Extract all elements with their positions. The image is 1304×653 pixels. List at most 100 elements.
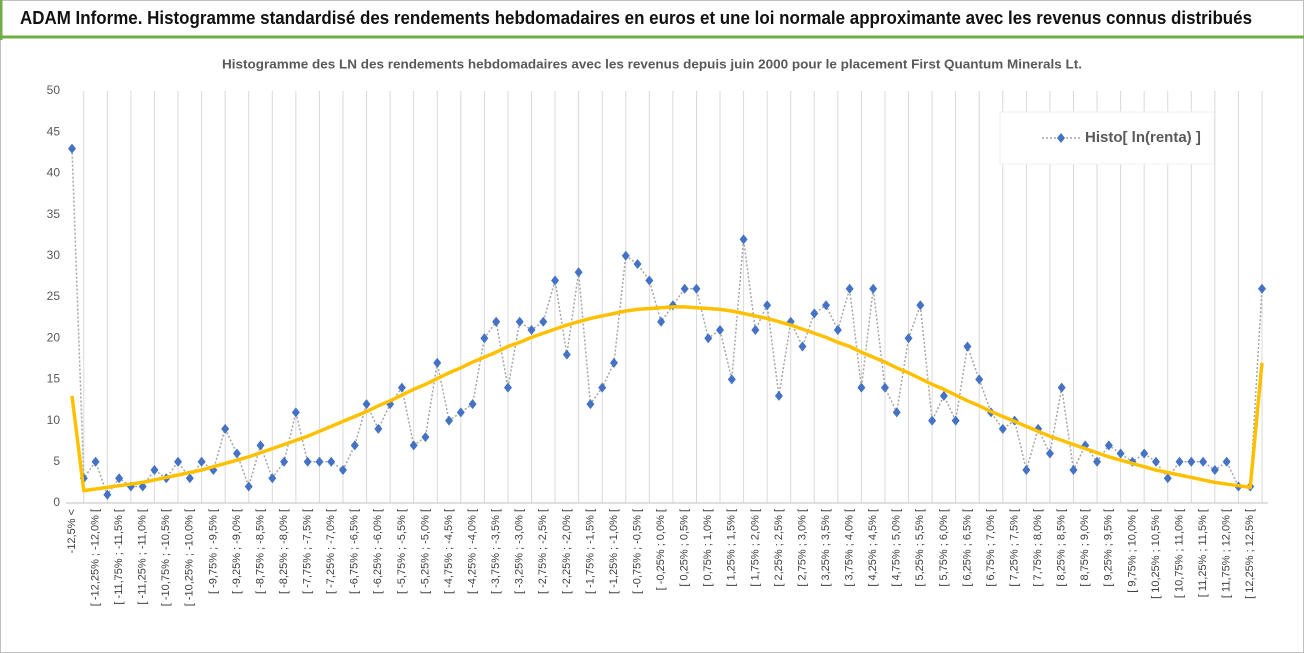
x-tick-label: [ 10,75% ; 11,0% [ <box>1173 509 1185 598</box>
data-point <box>892 407 901 418</box>
data-point <box>1187 456 1196 467</box>
x-tick-label: [ 1,25% ; 1,5% [ <box>726 509 738 587</box>
data-point <box>362 399 371 410</box>
x-tick-label: [ -2,25% ; -2,0% [ <box>561 509 573 594</box>
data-point <box>1104 440 1113 451</box>
x-tick-label: [ 0,75% ; 1,0% [ <box>702 509 714 587</box>
x-tick-label: [ 10,25% ; 10,5% [ <box>1150 509 1162 599</box>
data-point <box>857 382 866 393</box>
data-point <box>315 456 324 467</box>
chart-title: Histogramme des LN des rendements hebdom… <box>222 56 1082 71</box>
x-tick-label: [ 8,75% ; 9,0% [ <box>1079 509 1091 587</box>
data-point <box>621 250 630 261</box>
data-point <box>916 300 925 311</box>
x-tick-label: [ -10,25% ; -10,0% [ <box>184 509 196 606</box>
x-tick-label: [ -3,25% ; -3,0% [ <box>514 509 526 594</box>
data-point <box>503 382 512 393</box>
x-tick-label: [ -7,75% ; -7,5% [ <box>302 509 314 594</box>
x-tick-label: [ 0,25% ; 0,5% [ <box>679 509 691 587</box>
data-point <box>197 456 206 467</box>
x-tick-label: [ -5,75% ; -5,5% [ <box>396 509 408 594</box>
data-point <box>716 324 725 335</box>
x-tick-label: [ -6,25% ; -6,0% [ <box>372 509 384 594</box>
y-tick-label: 40 <box>47 166 61 180</box>
legend-box <box>999 111 1215 165</box>
data-point <box>951 415 960 426</box>
data-point <box>515 316 524 327</box>
x-tick-label: [ 1,75% ; 2,0% [ <box>749 509 761 587</box>
data-point <box>975 374 984 385</box>
data-point <box>562 349 571 360</box>
data-point <box>551 275 560 286</box>
x-tick-label: [ 8,25% ; 8,5% [ <box>1056 509 1068 587</box>
data-point <box>1222 456 1231 467</box>
data-point <box>174 456 183 467</box>
x-tick-label: [ -7,25% ; -7,0% [ <box>325 509 337 594</box>
x-tick-label: [ -0,25% ; 0,0% [ <box>655 509 667 590</box>
data-point <box>963 341 972 352</box>
data-point <box>350 440 359 451</box>
data-point <box>327 456 336 467</box>
data-point <box>256 440 265 451</box>
legend-label: Histo[ ln(renta) ] <box>1085 129 1201 146</box>
y-tick-label: 45 <box>47 124 61 138</box>
x-tick-label: [ -10,75% ; -10,5% [ <box>160 509 172 606</box>
y-tick-label: 50 <box>47 83 61 97</box>
data-point <box>221 423 230 434</box>
data-point <box>998 423 1007 434</box>
y-tick-label: 15 <box>47 372 61 386</box>
data-point <box>692 283 701 294</box>
data-point <box>869 283 878 294</box>
data-point <box>633 259 642 270</box>
y-tick-label: 0 <box>53 495 60 509</box>
x-tick-label: [ -5,25% ; -5,0% [ <box>419 509 431 594</box>
data-point <box>751 324 760 335</box>
x-tick-label: [ 9,75% ; 10,0% [ <box>1126 509 1138 593</box>
data-point <box>291 407 300 418</box>
data-point <box>680 283 689 294</box>
data-point <box>798 341 807 352</box>
data-point <box>185 473 194 484</box>
data-point <box>268 473 277 484</box>
data-point <box>822 300 831 311</box>
data-point <box>1175 456 1184 467</box>
x-tick-label: [ 4,75% ; 5,0% [ <box>891 509 903 587</box>
x-tick-label: [ 6,25% ; 6,5% [ <box>961 509 973 587</box>
x-tick-label: [ 11,75% ; 12,0% [ <box>1221 509 1233 598</box>
data-point <box>833 324 842 335</box>
data-point <box>421 432 430 443</box>
data-point <box>68 143 76 154</box>
data-point <box>845 283 854 294</box>
data-point <box>150 465 159 476</box>
x-tick-label: [ -12,25% ; -12,0% [ <box>89 509 101 606</box>
data-point <box>574 267 583 278</box>
data-point <box>939 390 948 401</box>
x-tick-label: [ -3,75% ; -3,5% [ <box>490 509 502 594</box>
x-tick-label: [ -0,75% ; -0,5% [ <box>631 509 643 594</box>
series-line <box>70 305 1264 493</box>
x-tick-label: [ -1,25% ; -1,0% [ <box>608 509 620 594</box>
data-point <box>492 316 501 327</box>
data-point <box>1199 456 1208 467</box>
data-point <box>409 440 418 451</box>
data-point <box>880 382 889 393</box>
x-tick-label: [ -4,25% ; -4,0% [ <box>467 509 479 594</box>
data-point <box>727 374 736 385</box>
data-point <box>1057 382 1066 393</box>
data-point <box>527 324 536 335</box>
x-tick-label: [ 9,25% ; 9,5% [ <box>1103 509 1115 587</box>
data-point <box>338 465 347 476</box>
data-point <box>91 456 100 467</box>
y-tick-label: 20 <box>47 330 61 344</box>
data-point <box>1022 465 1031 476</box>
y-tick-label: 35 <box>47 207 61 221</box>
x-tick-label: [ 2,75% ; 3,0% [ <box>796 509 808 587</box>
x-tick-label: [ 6,75% ; 7,0% [ <box>985 509 997 587</box>
y-tick-label: 25 <box>47 289 61 303</box>
x-tick-label: [ 4,25% ; 4,5% [ <box>867 509 879 587</box>
x-tick-label: [ -6,75% ; -6,5% [ <box>349 509 361 594</box>
data-point <box>480 333 489 344</box>
x-tick-label: [ -11,75% ; -11,5% [ <box>113 509 125 605</box>
data-point <box>598 382 607 393</box>
data-point <box>763 300 772 311</box>
